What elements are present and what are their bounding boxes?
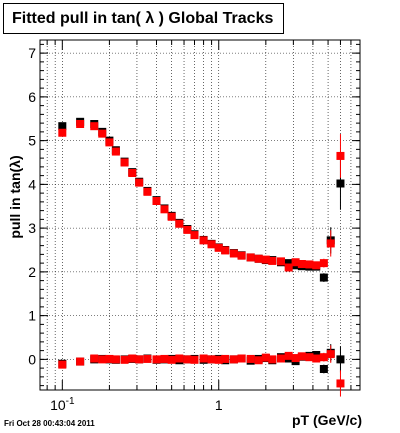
data-point [246, 253, 255, 262]
y-tick-label: 5 [28, 133, 36, 149]
data-point [336, 379, 345, 388]
data-point [336, 151, 345, 160]
data-point [326, 350, 335, 359]
y-tick-label: 3 [28, 220, 36, 236]
data-point [319, 353, 328, 362]
x-tick-label: 1 [215, 397, 223, 413]
data-point [254, 356, 263, 365]
data-point [336, 355, 345, 364]
data-point [312, 354, 321, 363]
data-point [305, 260, 314, 269]
data-point [120, 355, 129, 364]
data-point [291, 354, 300, 363]
data-point [167, 355, 176, 364]
data-point [237, 251, 246, 260]
data-point [214, 243, 223, 252]
data-point [152, 355, 161, 364]
data-point [312, 261, 321, 270]
data-layer [58, 117, 345, 397]
data-point [207, 240, 216, 249]
data-point [120, 158, 129, 167]
y-tick-label: 7 [28, 45, 36, 61]
data-point [105, 354, 114, 363]
data-point [261, 255, 270, 264]
data-point [229, 249, 238, 258]
data-point [291, 258, 300, 267]
data-point [90, 354, 99, 363]
data-point [319, 365, 328, 373]
data-point [268, 256, 277, 265]
data-point [284, 263, 293, 272]
data-point [319, 273, 328, 282]
data-point [76, 120, 85, 128]
data-point [229, 355, 238, 364]
data-point [199, 354, 208, 363]
data-point [326, 239, 335, 248]
data-point [214, 355, 223, 364]
data-point [58, 128, 67, 137]
data-point [276, 257, 285, 266]
data-point [261, 353, 270, 362]
data-point [221, 246, 230, 255]
x-axis-label: pT (GeV/c) [291, 412, 362, 428]
data-point [175, 219, 184, 228]
data-point [284, 351, 293, 360]
data-point [237, 354, 246, 363]
x-tick-label: 10-1 [50, 396, 75, 413]
plot-frame [39, 39, 361, 391]
data-point [183, 225, 192, 234]
data-point [143, 354, 152, 363]
data-point [305, 353, 314, 362]
data-point [297, 352, 306, 361]
y-tick-label: 0 [28, 351, 36, 367]
data-point [246, 354, 255, 363]
data-point [128, 169, 137, 177]
data-point [221, 354, 230, 363]
axis-layer: 0 1 2 3 4 5 6 7 10-1 1 [28, 39, 361, 413]
data-point [284, 259, 293, 268]
data-point [98, 129, 107, 138]
data-point [183, 355, 192, 364]
data-point [254, 254, 263, 263]
data-point [152, 197, 161, 205]
timestamp: Fri Oct 28 00:43:04 2011 [4, 419, 95, 428]
data-point [190, 231, 199, 240]
data-point [190, 355, 199, 364]
y-tick-label: 6 [28, 89, 36, 105]
data-point [58, 360, 67, 369]
data-point [76, 357, 85, 366]
chart-title: Fitted pull in tan( λ ) Global Tracks [3, 3, 284, 34]
data-point [199, 236, 208, 245]
data-point [105, 138, 114, 147]
data-point [297, 260, 306, 268]
data-point [319, 259, 328, 268]
data-point [160, 205, 169, 214]
data-point [111, 147, 120, 156]
data-point [128, 354, 137, 363]
data-point [336, 179, 345, 188]
data-point [167, 212, 176, 221]
y-tick-label: 4 [28, 176, 36, 192]
data-point [207, 355, 216, 364]
data-point [268, 355, 277, 364]
data-point [276, 354, 285, 363]
data-point [58, 122, 67, 131]
data-point [143, 187, 152, 196]
data-point [160, 354, 169, 363]
y-tick-label: 2 [28, 264, 36, 280]
data-point [98, 355, 107, 364]
grid-layer [40, 40, 361, 390]
data-point [90, 122, 99, 131]
data-point [175, 354, 184, 363]
y-tick-label: 1 [28, 308, 36, 324]
data-point [111, 355, 120, 364]
data-point [135, 355, 144, 364]
data-point [135, 178, 144, 187]
